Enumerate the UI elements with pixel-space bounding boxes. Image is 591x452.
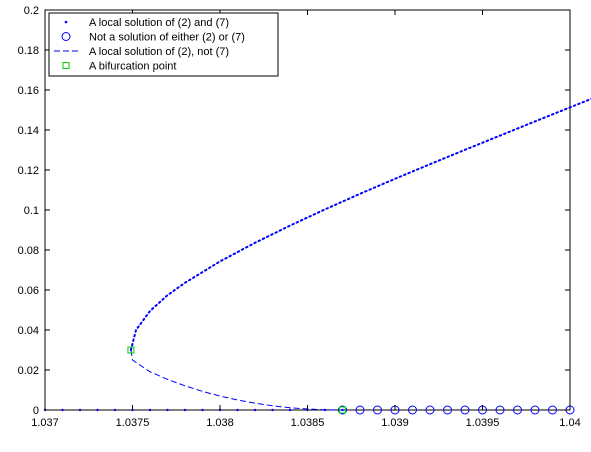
x-tick-label: 1.0375 (116, 417, 150, 429)
data-point (201, 408, 204, 412)
legend-symbol-dot (64, 20, 68, 24)
series-local-solution-2-and-7 (43, 97, 591, 412)
data-point (460, 405, 470, 415)
data-point (78, 408, 82, 412)
data-point (288, 408, 292, 412)
y-tick-label: 0.08 (18, 245, 39, 257)
legend-symbol-circle (61, 32, 71, 41)
y-tick-label: 0.2 (24, 5, 39, 17)
data-point (236, 408, 239, 412)
x-tick-label: 1.039 (381, 417, 409, 429)
legend-box (48, 12, 279, 77)
series-layer (43, 97, 591, 415)
y-tick-label: 0.04 (18, 325, 39, 337)
x-tick-label: 1.037 (31, 417, 59, 429)
y-tick-label: 0.06 (18, 285, 39, 297)
x-tick-label: 1.0395 (466, 417, 500, 429)
data-point (148, 408, 152, 412)
series-line (130, 349, 343, 411)
x-tick-label: 1.0385 (291, 417, 325, 429)
y-tick-label: 0.14 (18, 125, 39, 137)
data-point (166, 408, 169, 412)
series-line (129, 97, 591, 351)
x-tick-label: 1.04 (559, 417, 580, 429)
series-local-solution-2-not-7 (130, 349, 343, 411)
data-point (339, 406, 346, 414)
data-point (373, 405, 382, 415)
data-point (425, 405, 435, 415)
legend-label: A bifurcation point (89, 61, 176, 73)
data-point (495, 405, 505, 415)
data-point (271, 408, 274, 412)
y-tick-label: 0 (33, 405, 39, 417)
data-point (513, 405, 522, 415)
data-point (127, 346, 135, 354)
x-tick-label: 1.038 (206, 417, 234, 429)
y-tick-label: 0.12 (18, 165, 39, 177)
y-tick-label: 0.18 (18, 45, 39, 57)
data-point (61, 408, 64, 412)
legend-symbol-square (62, 62, 70, 69)
data-point (253, 408, 257, 412)
legend-label: Not a solution of either (2) or (7) (89, 32, 245, 44)
data-point (96, 408, 99, 412)
legend-label: A local solution of (2), not (7) (89, 46, 229, 58)
x-axis-ticks: 1.037 1.0375 1.038 1.0385 1.039 1.0395 1.04 (31, 10, 581, 429)
y-tick-label: 0.02 (18, 365, 39, 377)
data-point (355, 405, 365, 415)
data-point (183, 408, 187, 412)
data-point (443, 405, 452, 415)
y-tick-label: 0.1 (24, 205, 39, 217)
data-point (548, 405, 557, 415)
y-tick-label: 0.16 (18, 85, 39, 97)
data-point (408, 405, 417, 415)
legend: A local solution of (2) and (7) Not a sol… (48, 12, 279, 77)
y-axis-ticks: 0 0.02 0.04 0.06 0.08 0.1 0.12 0.14 0.16 0.18 0.2 (18, 5, 570, 417)
data-point (113, 408, 117, 412)
data-point (530, 405, 540, 415)
legend-label: A local solution of (2) and (7) (89, 17, 229, 29)
data-point (338, 405, 347, 415)
series-bifurcation-point (127, 346, 346, 414)
